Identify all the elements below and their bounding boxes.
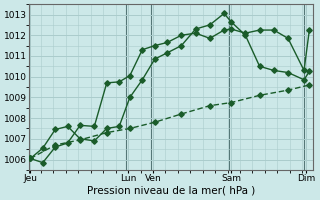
X-axis label: Pression niveau de la mer( hPa ): Pression niveau de la mer( hPa ) (87, 186, 255, 196)
